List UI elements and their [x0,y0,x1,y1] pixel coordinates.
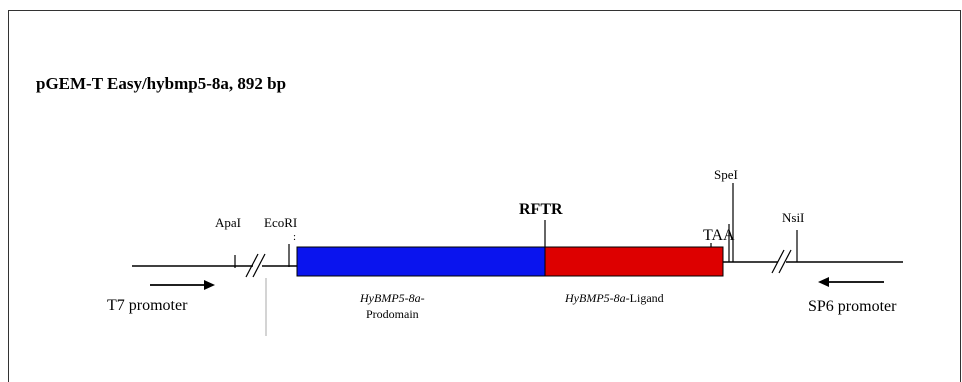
ecori-label: EcoRI [264,215,297,230]
t7-promoter-label: T7 promoter [107,297,188,314]
ligand-label: HyBMP5-8a-Ligand [564,291,664,305]
taa-label: TAA [703,227,735,244]
prodomain-label: Prodomain [366,307,419,321]
ecori-dots: : [293,231,296,243]
nsil-label: NsiI [782,210,804,225]
apal-label: ApaI [215,215,241,230]
break-mark-left-1 [245,253,259,278]
rftr-label: RFTR [519,201,563,218]
prodomain-box [296,246,546,277]
ligand-box [544,246,724,277]
ligand-gene-label: HyBMP5-8a [564,291,626,305]
spel-label: SpeI [714,167,738,182]
break-mark-left-2 [252,253,266,278]
break-mark-right-1 [771,249,785,274]
figure-frame [8,10,961,382]
prodomain-gene-label: HyBMP5-8a- [359,291,425,305]
sp6-arrow-head [818,277,829,287]
plasmid-title: pGEM-T Easy/hybmp5-8a, 892 bp [36,74,287,93]
break-mark-right-2 [778,249,792,274]
ligand-suffix-label: -Ligand [626,291,664,305]
t7-arrow-head [204,280,215,290]
sp6-promoter-label: SP6 promoter [808,298,897,315]
